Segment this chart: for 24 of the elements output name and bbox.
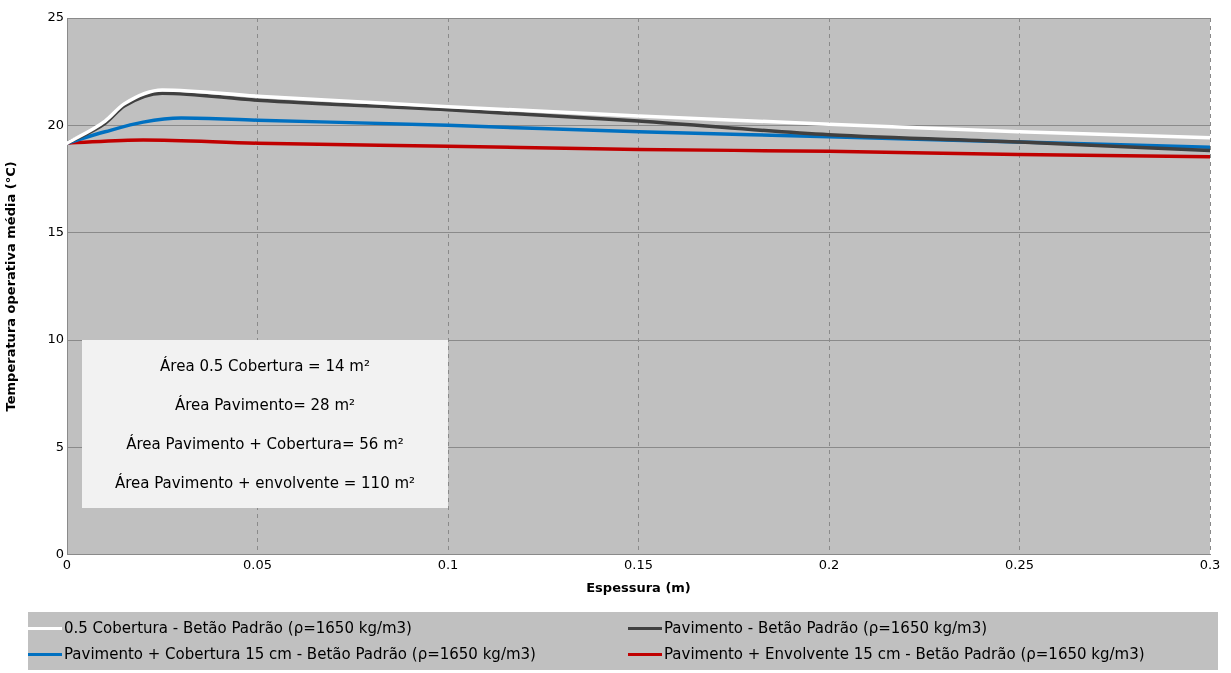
line-series (67, 88, 1210, 145)
y-tick-label: 20 (47, 116, 64, 132)
y-tick-label: 10 (47, 331, 64, 347)
y-tick-label: 0 (55, 546, 64, 562)
y-tick-label: 5 (55, 438, 64, 454)
legend-label: 0.5 Cobertura - Betão Padrão (ρ=1650 kg/m3) (64, 619, 412, 637)
x-axis-title: Espessura (m) (586, 579, 691, 595)
x-tick-label: 0.05 (243, 556, 272, 572)
x-tick-label: 0.3 (1199, 556, 1221, 572)
y-tick-label: 15 (47, 224, 64, 240)
legend-label: Pavimento + Cobertura 15 cm - Betão Padrão (ρ=1650 kg/m3) (64, 645, 536, 663)
x-tick-label: 0.15 (624, 556, 653, 572)
legend-label: Pavimento + Envolvente 15 cm - Betão Padrão (ρ=1650 kg/m3) (664, 645, 1145, 663)
annotation: Área 0.5 Cobertura = 14 m² (160, 356, 370, 375)
x-tick-label: 0.25 (1005, 556, 1034, 572)
annotation: Área Pavimento + Cobertura= 56 m² (126, 434, 404, 453)
y-axis-title: Temperatura operativa média (°C) (3, 161, 19, 412)
annotation: Área Pavimento + envolvente = 110 m² (114, 473, 416, 492)
line-series (67, 138, 1210, 159)
x-tick-label: 0.1 (437, 556, 459, 572)
y-tick-label: 25 (47, 9, 64, 25)
annotation: Área Pavimento= 28 m² (174, 395, 356, 414)
x-tick-label: 0.2 (818, 556, 840, 572)
legend-label: Pavimento - Betão Padrão (ρ=1650 kg/m3) (664, 619, 988, 637)
